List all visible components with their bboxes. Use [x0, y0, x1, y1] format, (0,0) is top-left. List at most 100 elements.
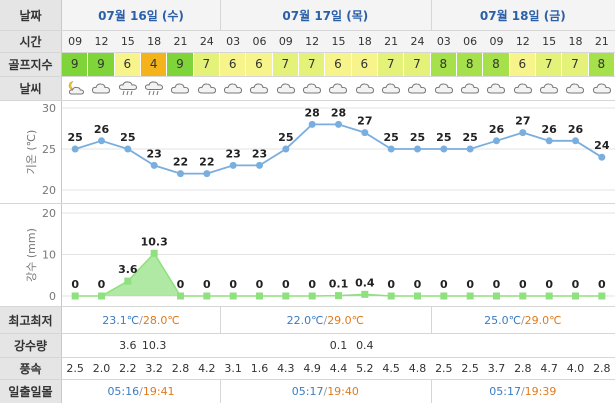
rain-point [308, 292, 316, 300]
row-divider [0, 30, 615, 31]
golf-index-cell: 8 [457, 52, 484, 76]
min-temp: 22.0℃ [286, 313, 324, 327]
sunset-time: 19:39 [524, 384, 557, 398]
max-temp: 29.0℃ [327, 313, 365, 327]
sun-cell: 05:17/19:40 [220, 379, 431, 403]
rain-amount-cell: 0.1 [329, 338, 348, 352]
wind-cell: 4.5 [382, 361, 400, 375]
cloudy-icon [510, 76, 536, 100]
minmax-cell: 23.1℃/28.0℃ [62, 307, 220, 333]
minmax-cells: 23.1℃/28.0℃ 22.0℃/29.0℃ 25.0℃ /29.0℃ [62, 307, 615, 333]
wind-cell: 2.8 [593, 361, 611, 375]
weather-row: 날씨 [0, 76, 615, 100]
golf-index-cell: 7 [404, 52, 431, 76]
minmax-label: 최고최저 [0, 307, 62, 333]
golf-index-cell: 7 [562, 52, 589, 76]
rain-amount-cell [562, 333, 588, 357]
rain-amount-label: 강수량 [0, 333, 62, 357]
cloudy-icon [352, 76, 378, 100]
golf-index-cell: 6 [114, 52, 141, 76]
rain-amount-cell [167, 333, 193, 357]
temperature-point [98, 137, 105, 145]
rain-amount-cell [536, 333, 562, 357]
rain-data-label: 0 [572, 278, 580, 291]
rain-data-label: 0 [387, 278, 395, 291]
rain-amount-cell [378, 333, 404, 357]
rain-chart-panel: 강수 (mm) 0 10 20 0 0 3.6 10.3 0 0 0 0 0 0 0.1 0.4 0 0 0 0 0 0… [0, 203, 615, 306]
temperature-point [177, 170, 184, 178]
rain-amount-cell: 0.4 [356, 338, 374, 352]
rain-amount-cells: 3.6 10.3 0.1 0.4 [62, 333, 615, 357]
cloudy-icon [167, 76, 193, 100]
rain-point [387, 292, 395, 300]
temperature-point [545, 137, 553, 145]
rain-area [75, 253, 602, 296]
temperature-data-label: 25 [463, 131, 478, 144]
rain-point [124, 277, 132, 285]
temperature-data-label: 27 [357, 115, 372, 128]
rain-amount-cell [431, 333, 457, 357]
day-divider [430, 0, 432, 30]
rain-data-label: 0 [282, 278, 290, 291]
rain-amount-cell [62, 333, 88, 357]
temperature-axis-label: 기온 (℃) [24, 129, 38, 174]
rain-point [493, 292, 500, 300]
wind-cell: 4.0 [566, 361, 585, 375]
wind-cell: 3.7 [487, 361, 506, 375]
hour-cell: 21 [384, 34, 399, 48]
cloudy-icon [404, 76, 430, 100]
rain-point [150, 249, 158, 257]
rain-point [282, 292, 290, 300]
rain-data-label: 0 [493, 278, 501, 291]
rain-icon [115, 76, 141, 100]
min-temp: 25.0℃ [484, 313, 521, 327]
temperature-point [71, 145, 79, 153]
golf-index-cell: 6 [220, 52, 247, 76]
wind-cell: 4.3 [277, 361, 295, 375]
wind-cells: 2.5 2.0 2.2 3.2 2.8 4.2 3.1 1.6 4.3 4.9 4.4 5.2 4.5 4… [62, 357, 615, 379]
cloudy-icon [431, 76, 457, 100]
hour-cell: 18 [147, 34, 162, 48]
rain-data-label: 0 [414, 278, 422, 291]
row-divider [0, 306, 615, 307]
temperature-data-label: 26 [542, 123, 558, 136]
temperature-data-label: 22 [173, 156, 188, 169]
hour-cell: 15 [331, 34, 346, 48]
golf-index-cell: 7 [193, 52, 220, 76]
temperature-point [466, 145, 474, 153]
temperature-data-label: 27 [515, 115, 530, 128]
row-divider [0, 357, 615, 358]
rain-amount-cell [299, 333, 325, 357]
hour-cell: 24 [199, 34, 214, 48]
hour-cell: 15 [120, 34, 135, 48]
day-header: 07월 17일 (목) [282, 8, 369, 23]
rain-data-label: 0 [203, 278, 211, 291]
temperature-point [203, 170, 211, 178]
wind-cell: 2.5 [66, 361, 84, 375]
hour-cell: 18 [568, 34, 583, 48]
weather-label: 날씨 [0, 76, 62, 100]
time-row: 시간 09 12 15 18 21 24 03 06 09 12 15 18 21 24 03 06 09 12 1… [0, 30, 615, 52]
temperature-data-label: 25 [278, 131, 293, 144]
row-divider [0, 203, 615, 204]
rain-point [519, 292, 527, 300]
y-tick-label: 25 [42, 143, 56, 156]
temperature-point [519, 129, 527, 137]
golf-index-cell: 8 [430, 52, 457, 76]
cloudy-icon [246, 76, 272, 100]
weather-icons [62, 76, 615, 100]
wind-cell: 2.8 [514, 361, 532, 375]
hour-cell: 12 [305, 34, 320, 48]
separator: / [323, 313, 328, 327]
separator: / [139, 384, 143, 398]
temperature-point [493, 137, 500, 145]
sun-cell: 05:16/19:41 [62, 379, 220, 403]
minmax-cell: 22.0℃/29.0℃ [220, 307, 431, 333]
cloudy-icon [220, 76, 246, 100]
rain-data-label: 0 [71, 278, 79, 291]
temperature-data-label: 26 [568, 123, 584, 136]
temperature-data-label: 25 [436, 131, 451, 144]
cloudy-icon [325, 76, 351, 100]
hour-cell: 15 [542, 34, 557, 48]
